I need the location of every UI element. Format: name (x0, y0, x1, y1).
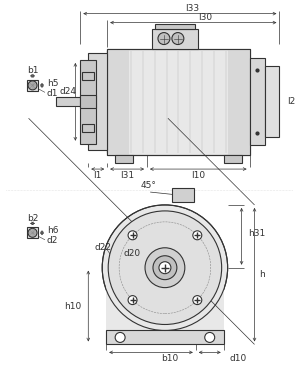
Text: l10: l10 (191, 170, 205, 179)
Circle shape (115, 332, 125, 342)
Circle shape (102, 205, 228, 330)
Bar (27, 228, 38, 238)
Bar (80, 95, 96, 108)
Text: h6: h6 (47, 226, 59, 235)
Bar (27, 80, 38, 91)
Circle shape (172, 32, 184, 44)
Text: d22: d22 (95, 243, 112, 252)
Bar (82, 72, 94, 80)
Bar (152, 29, 198, 48)
Text: d25: d25 (88, 109, 106, 118)
Circle shape (205, 332, 215, 342)
Bar (228, 48, 250, 155)
Circle shape (28, 228, 37, 237)
Bar (57, 97, 80, 106)
Text: 45°: 45° (140, 181, 156, 189)
Circle shape (128, 231, 137, 240)
Text: h: h (260, 270, 265, 279)
Text: b2: b2 (27, 214, 38, 223)
Bar (106, 254, 224, 330)
Bar (224, 155, 242, 163)
Bar (155, 23, 195, 29)
Text: h10: h10 (64, 301, 81, 311)
Circle shape (159, 262, 171, 274)
Bar (107, 48, 250, 155)
Circle shape (28, 81, 37, 90)
Bar (172, 188, 194, 202)
Text: d24: d24 (60, 87, 77, 96)
Text: b10: b10 (161, 354, 179, 363)
Circle shape (145, 248, 185, 288)
Text: d10: d10 (230, 354, 247, 363)
Text: d20: d20 (124, 249, 141, 258)
Text: l1: l1 (94, 170, 102, 179)
Bar (88, 53, 107, 150)
Bar (107, 48, 129, 155)
Text: l33: l33 (185, 4, 199, 13)
Text: l31: l31 (120, 170, 134, 179)
Bar (250, 59, 266, 145)
Circle shape (193, 231, 202, 240)
Bar (107, 48, 250, 155)
Circle shape (193, 296, 202, 305)
Bar (106, 330, 224, 344)
Circle shape (153, 256, 177, 280)
Text: d1: d1 (47, 89, 59, 98)
Text: d2: d2 (47, 236, 58, 245)
Text: l2: l2 (287, 97, 296, 106)
Circle shape (108, 211, 222, 325)
Bar (115, 155, 133, 163)
Text: h5: h5 (47, 79, 59, 88)
Bar (80, 60, 96, 144)
Bar (266, 66, 279, 137)
Circle shape (128, 296, 137, 305)
Text: h31: h31 (248, 229, 266, 238)
Text: b1: b1 (27, 66, 38, 75)
Bar (82, 124, 94, 132)
Circle shape (158, 32, 170, 44)
Text: l30: l30 (198, 13, 212, 22)
